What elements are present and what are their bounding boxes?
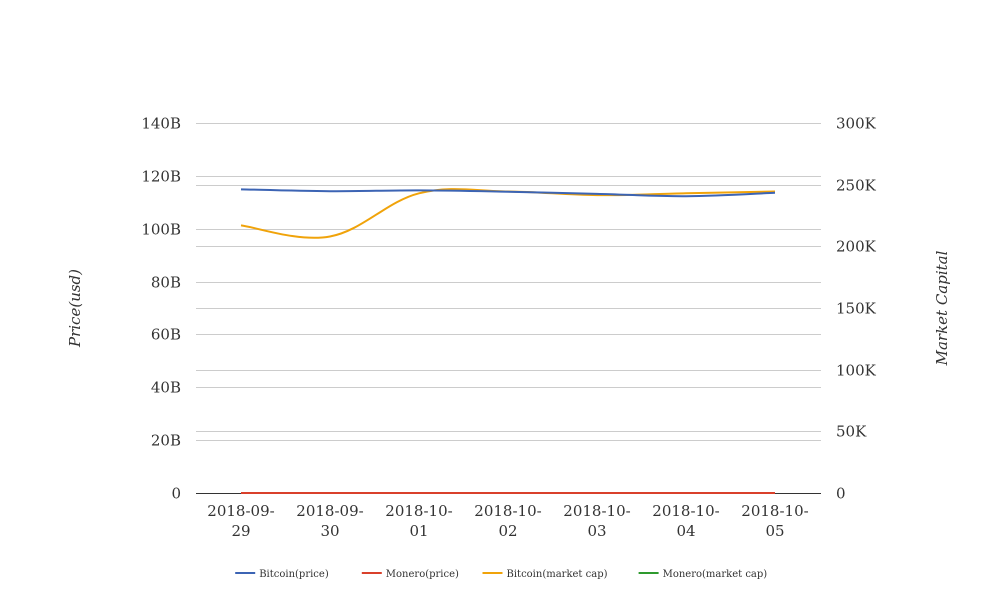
y-tick-label-left: 140B [141, 115, 181, 133]
x-tick-label: 2018-09-29 [207, 502, 274, 540]
y-axis-title-left: Price(usd) [66, 269, 84, 348]
series-line-bitcoin-price [240, 188, 776, 198]
series [240, 188, 776, 495]
legend-label: Bitcoin(price) [259, 569, 329, 580]
axes: 0 20B 40B 60B 80B 100B 120B 140B 0 50K 100K 150K 200… [141, 115, 876, 541]
legend-label: Monero(market cap) [663, 569, 768, 580]
y-tick-label-left: 100B [141, 221, 181, 239]
x-tick-label: 2018-10-03 [563, 502, 630, 540]
y-tick-label-left: 20B [151, 432, 181, 450]
y-tick-label-left: 60B [151, 326, 181, 344]
y-tick-label-right: 300K [836, 115, 877, 133]
y-tick-label-left: 120B [141, 168, 181, 186]
legend-item[interactable]: Monero(market cap) [638, 569, 768, 580]
grid [196, 123, 821, 441]
legend-item[interactable]: Monero(price) [361, 569, 459, 580]
x-tick-label: 2018-10-05 [741, 502, 808, 540]
y-tick-label-left: 40B [151, 379, 181, 397]
y-tick-label-left: 0 [171, 485, 181, 503]
legend-label: Bitcoin(market cap) [507, 569, 608, 580]
y-tick-label-right: 200K [836, 238, 877, 256]
legend: Bitcoin(price) Monero(price) Bitcoin(marke… [235, 569, 767, 580]
y-tick-label-right: 250K [836, 177, 877, 195]
legend-item[interactable]: Bitcoin(market cap) [482, 569, 608, 580]
y-tick-label-right: 150K [836, 300, 877, 318]
legend-label: Monero(price) [386, 569, 459, 580]
y-tick-label-left: 80B [151, 274, 181, 292]
y-axis-title-right: Market Capital [933, 250, 951, 366]
y-tick-label-right: 100K [836, 362, 877, 380]
x-tick-label: 2018-09-30 [296, 502, 363, 540]
legend-item[interactable]: Bitcoin(price) [235, 569, 329, 580]
x-tick-label: 2018-10-02 [474, 502, 541, 540]
x-tick-label: 2018-10-01 [385, 502, 452, 540]
y-tick-label-right: 50K [836, 423, 867, 441]
x-tick-label: 2018-10-04 [652, 502, 719, 540]
y-tick-label-right: 0 [836, 485, 846, 503]
